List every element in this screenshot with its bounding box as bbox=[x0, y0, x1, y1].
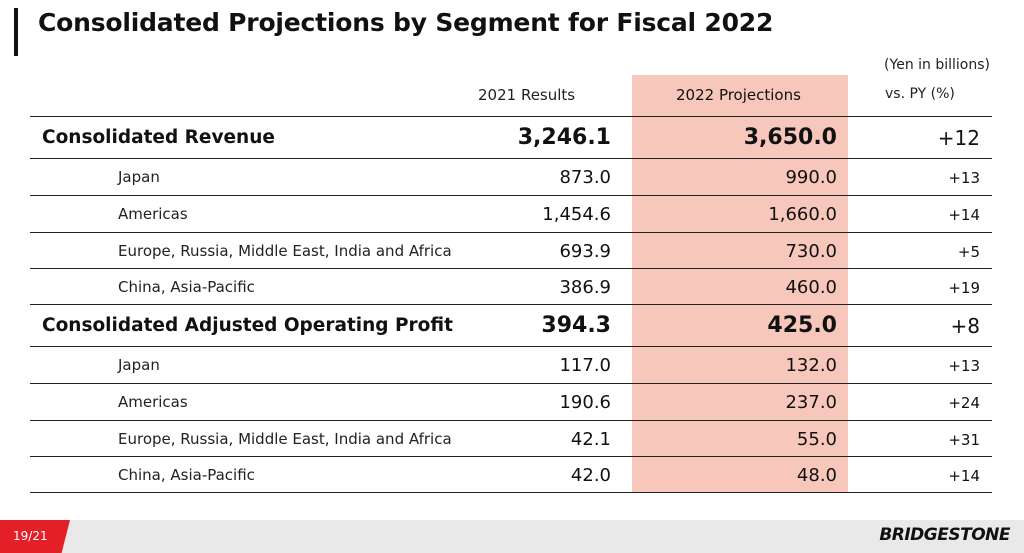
row-label: Consolidated Adjusted Operating Profit bbox=[42, 315, 453, 336]
row-label: China, Asia-Pacific bbox=[118, 466, 255, 484]
value-2021: 693.9 bbox=[559, 241, 611, 262]
value-vs-py: +19 bbox=[948, 279, 980, 297]
row-divider bbox=[30, 195, 992, 196]
title-accent-bar bbox=[14, 8, 18, 56]
value-vs-py: +24 bbox=[948, 394, 980, 412]
value-vs-py: +14 bbox=[948, 467, 980, 485]
table-row: Europe, Russia, Middle East, India and A… bbox=[30, 233, 992, 268]
column-header-2021: 2021 Results bbox=[478, 86, 576, 104]
table-row: Consolidated Revenue 3,246.1 3,650.0 +12 bbox=[30, 117, 992, 158]
table-row: China, Asia-Pacific 386.9 460.0 +19 bbox=[30, 269, 992, 304]
row-label: Japan bbox=[118, 168, 160, 186]
value-2021: 386.9 bbox=[559, 277, 611, 298]
row-divider bbox=[30, 158, 992, 159]
value-2021: 117.0 bbox=[559, 355, 611, 376]
table-row: Americas 190.6 237.0 +24 bbox=[30, 384, 992, 420]
value-2021: 873.0 bbox=[559, 167, 611, 188]
page-title: Consolidated Projections by Segment for … bbox=[38, 8, 774, 37]
value-2021: 42.0 bbox=[570, 465, 611, 486]
table-row: Japan 873.0 990.0 +13 bbox=[30, 159, 992, 195]
value-2021: 3,246.1 bbox=[517, 125, 611, 150]
row-label: Americas bbox=[118, 205, 188, 223]
row-divider bbox=[30, 383, 992, 384]
table-row: Consolidated Adjusted Operating Profit 3… bbox=[30, 305, 992, 346]
value-2022: 48.0 bbox=[796, 465, 837, 486]
value-vs-py: +13 bbox=[948, 357, 980, 375]
row-label: Consolidated Revenue bbox=[42, 127, 275, 148]
table-row: Japan 117.0 132.0 +13 bbox=[30, 347, 992, 383]
page-number: 19/21 bbox=[13, 529, 48, 543]
value-vs-py: +12 bbox=[937, 126, 980, 150]
column-header-2022: 2022 Projections bbox=[676, 86, 801, 104]
table-row: China, Asia-Pacific 42.0 48.0 +14 bbox=[30, 457, 992, 493]
value-2022: 55.0 bbox=[796, 429, 837, 450]
unit-note: (Yen in billions) bbox=[884, 57, 990, 73]
value-2022: 460.0 bbox=[785, 277, 837, 298]
row-divider bbox=[30, 268, 992, 269]
value-2021: 1,454.6 bbox=[542, 204, 611, 225]
value-2021: 42.1 bbox=[570, 429, 611, 450]
value-2022: 132.0 bbox=[785, 355, 837, 376]
column-header-vs-py: vs. PY (%) bbox=[885, 86, 955, 102]
row-divider bbox=[30, 346, 992, 347]
value-2022: 237.0 bbox=[785, 392, 837, 413]
page-number-tab bbox=[0, 520, 70, 553]
value-vs-py: +13 bbox=[948, 169, 980, 187]
value-2022: 425.0 bbox=[767, 313, 837, 338]
value-vs-py: +14 bbox=[948, 206, 980, 224]
value-2022: 730.0 bbox=[785, 241, 837, 262]
table-row: Americas 1,454.6 1,660.0 +14 bbox=[30, 196, 992, 232]
row-label: Japan bbox=[118, 356, 160, 374]
value-vs-py: +5 bbox=[957, 243, 980, 261]
row-divider bbox=[30, 420, 992, 421]
row-label: Europe, Russia, Middle East, India and A… bbox=[118, 430, 452, 448]
row-divider bbox=[30, 456, 992, 457]
value-vs-py: +31 bbox=[948, 431, 980, 449]
footer-bar bbox=[0, 520, 1024, 553]
bridgestone-logo: BRIDGESTONE bbox=[879, 525, 1010, 545]
table-bottom-rule bbox=[30, 492, 992, 493]
table-header-rule bbox=[30, 116, 992, 117]
value-2022: 1,660.0 bbox=[768, 204, 837, 225]
value-2022: 3,650.0 bbox=[743, 125, 837, 150]
projection-column-highlight bbox=[632, 75, 848, 493]
value-2022: 990.0 bbox=[785, 167, 837, 188]
row-label: China, Asia-Pacific bbox=[118, 278, 255, 296]
row-label: Americas bbox=[118, 393, 188, 411]
row-divider bbox=[30, 304, 992, 305]
row-label: Europe, Russia, Middle East, India and A… bbox=[118, 242, 452, 260]
row-divider bbox=[30, 232, 992, 233]
table-row: Europe, Russia, Middle East, India and A… bbox=[30, 421, 992, 456]
value-2021: 190.6 bbox=[559, 392, 611, 413]
value-vs-py: +8 bbox=[950, 314, 980, 338]
value-2021: 394.3 bbox=[541, 313, 611, 338]
